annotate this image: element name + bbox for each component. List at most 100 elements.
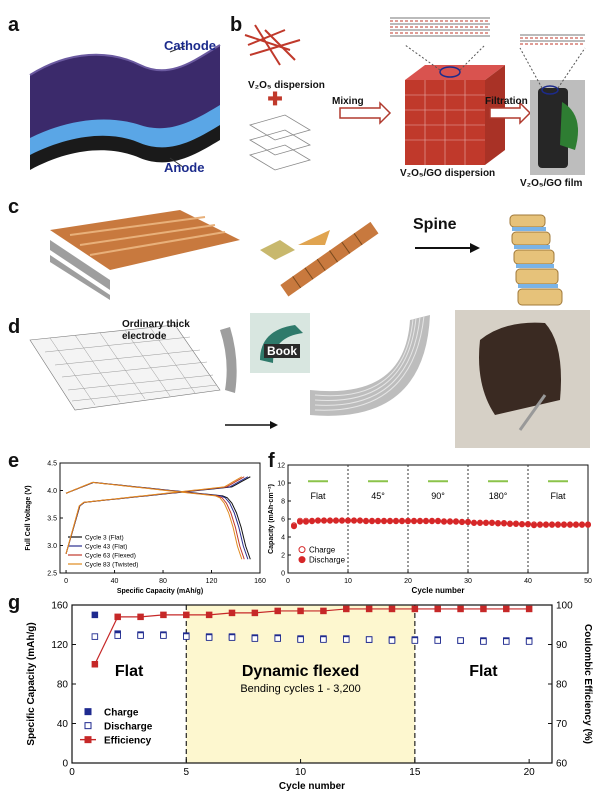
filtration-label: Filtration bbox=[485, 96, 528, 107]
legend-marker bbox=[84, 722, 92, 730]
x-tick-label: 160 bbox=[254, 578, 266, 585]
x-axis-label: Cycle number bbox=[279, 781, 345, 791]
y-tick-label: 3.5 bbox=[47, 516, 57, 523]
mixing-label: Mixing bbox=[332, 96, 364, 107]
data-point bbox=[500, 520, 507, 527]
data-point bbox=[404, 518, 411, 525]
y-tick-label: 10 bbox=[277, 481, 285, 488]
data-point bbox=[525, 638, 533, 645]
v2o5-go-dispersion-label: V₂O₅/GO dispersion bbox=[400, 168, 496, 179]
data-point bbox=[411, 637, 419, 644]
data-point bbox=[91, 660, 99, 668]
section-label: 90° bbox=[431, 491, 445, 501]
anode-label: Anode bbox=[164, 160, 205, 175]
data-point bbox=[274, 607, 281, 615]
data-point bbox=[476, 520, 483, 527]
x-tick-label: 80 bbox=[159, 578, 167, 585]
charge-curve bbox=[65, 476, 251, 554]
data-point bbox=[183, 611, 190, 619]
data-point bbox=[452, 518, 459, 525]
data-point bbox=[536, 521, 543, 528]
chart-f-capacity-bending: 0 10 20 30 40 50 0 2 4 6 8 10 12 Cycle number Capacity… bbox=[268, 463, 592, 596]
data-point bbox=[566, 521, 573, 528]
y2-tick-label: 100 bbox=[556, 601, 573, 612]
x-tick-label: 30 bbox=[464, 578, 472, 585]
data-point bbox=[375, 518, 382, 525]
data-point bbox=[357, 517, 364, 524]
x-tick-label: 15 bbox=[409, 767, 421, 778]
y-tick-label: 2.5 bbox=[47, 571, 57, 578]
data-point bbox=[560, 521, 567, 528]
legend-label: Cycle 83 (Twisted) bbox=[85, 562, 138, 569]
legend-marker bbox=[298, 546, 306, 554]
data-point bbox=[503, 638, 510, 645]
legend-marker bbox=[84, 736, 92, 744]
data-point bbox=[512, 520, 519, 527]
data-point bbox=[315, 517, 322, 524]
legend-label: Charge bbox=[309, 546, 336, 555]
data-point bbox=[434, 605, 441, 613]
y-tick-label: 160 bbox=[51, 601, 68, 612]
data-point bbox=[387, 518, 394, 525]
book-electrode-illustration bbox=[29, 310, 590, 448]
data-point bbox=[554, 521, 561, 528]
data-point bbox=[584, 521, 591, 528]
data-point bbox=[205, 611, 213, 619]
data-point bbox=[91, 633, 99, 640]
section-label: Flat bbox=[550, 491, 566, 501]
data-point bbox=[333, 517, 340, 524]
ordinary-electrode-label: Ordinary thick electrode bbox=[122, 319, 190, 342]
panel-label-c: c bbox=[8, 196, 20, 218]
legend-label: Cycle 3 (Flat) bbox=[85, 535, 124, 542]
y-tick-label: 0 bbox=[281, 571, 285, 578]
data-point bbox=[480, 638, 487, 645]
legend-marker bbox=[84, 708, 92, 716]
battery-layers-illustration bbox=[29, 44, 221, 170]
data-point bbox=[137, 632, 144, 639]
y-tick-label: 80 bbox=[57, 680, 69, 691]
data-point bbox=[393, 518, 400, 525]
data-point bbox=[446, 518, 453, 525]
region-flat-label-right: Flat bbox=[469, 663, 498, 680]
y-tick-label: 4.5 bbox=[47, 461, 57, 468]
y-tick-label: 12 bbox=[277, 463, 285, 470]
y2-axis-label: Coulombic Efficiency (%) bbox=[582, 624, 593, 744]
data-point bbox=[321, 517, 328, 524]
data-point bbox=[503, 605, 510, 613]
data-point bbox=[274, 635, 281, 642]
data-point bbox=[363, 518, 370, 525]
discharge-curve bbox=[65, 481, 243, 560]
data-point bbox=[428, 518, 435, 525]
dynamic-flexed-region bbox=[186, 605, 415, 763]
data-point bbox=[339, 517, 346, 524]
x-axis-label: Cycle number bbox=[412, 586, 465, 595]
data-point bbox=[365, 636, 373, 643]
legend-label: Discharge bbox=[104, 722, 153, 733]
data-point bbox=[343, 636, 350, 643]
data-point bbox=[228, 634, 236, 641]
y-tick-label: 3.0 bbox=[47, 543, 57, 550]
region-subtitle: Bending cycles 1 - 3,200 bbox=[240, 683, 360, 695]
data-point bbox=[320, 636, 327, 643]
data-point bbox=[365, 605, 373, 613]
x-tick-label: 50 bbox=[584, 578, 592, 585]
charge-curve bbox=[65, 476, 245, 554]
data-point bbox=[578, 521, 585, 528]
data-point bbox=[458, 519, 465, 526]
data-point bbox=[434, 518, 441, 525]
data-point bbox=[297, 607, 304, 615]
x-tick-label: 0 bbox=[64, 578, 68, 585]
x-tick-label: 40 bbox=[524, 578, 532, 585]
x-tick-label: 20 bbox=[524, 767, 536, 778]
y-tick-label: 2 bbox=[281, 553, 285, 560]
x-tick-label: 20 bbox=[404, 578, 412, 585]
data-point bbox=[422, 518, 429, 525]
data-point bbox=[183, 633, 190, 640]
data-point bbox=[388, 605, 396, 613]
data-point bbox=[160, 611, 167, 619]
data-point bbox=[296, 518, 303, 525]
x-tick-label: 10 bbox=[295, 767, 307, 778]
x-tick-label: 0 bbox=[69, 767, 75, 778]
data-point bbox=[525, 605, 533, 613]
legend-label: Efficiency bbox=[104, 736, 152, 747]
